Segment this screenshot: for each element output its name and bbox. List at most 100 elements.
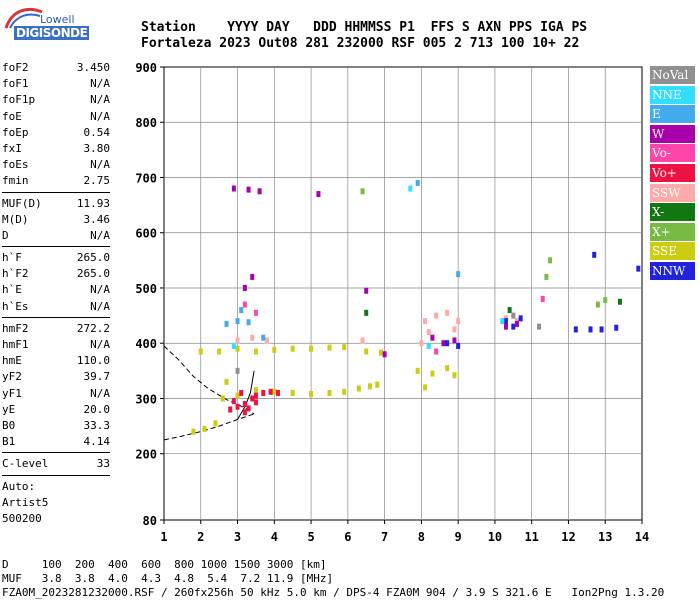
param-row: hmE 110.0 bbox=[2, 353, 110, 369]
echo-point-sse bbox=[217, 348, 222, 355]
param-row: h`E N/A bbox=[2, 282, 110, 298]
param-label: B1 bbox=[2, 435, 16, 449]
digisonde-logo: Lowell DIGISONDE bbox=[4, 4, 90, 40]
param-value: N/A bbox=[90, 93, 110, 107]
param-row: foEp 0.54 bbox=[2, 125, 110, 141]
echo-point-vo+ bbox=[261, 389, 266, 396]
curve-profile-upper bbox=[163, 345, 255, 415]
echo-point-w bbox=[452, 337, 457, 344]
param-value: 4.14 bbox=[83, 435, 111, 449]
param-label: hmE bbox=[2, 354, 22, 368]
echo-point-vo+ bbox=[250, 395, 255, 402]
plot-frame bbox=[163, 66, 643, 521]
x-tick-label: 3 bbox=[234, 530, 241, 544]
param-value: 39.7 bbox=[83, 370, 111, 384]
echo-point-vo+ bbox=[253, 399, 258, 406]
param-value: 110.0 bbox=[76, 354, 110, 368]
echo-point-nne bbox=[408, 185, 413, 192]
param-value: N/A bbox=[90, 228, 110, 242]
param-value: 33.3 bbox=[83, 418, 111, 432]
param-label: fmin bbox=[2, 174, 29, 188]
param-value: N/A bbox=[90, 386, 110, 400]
param-label: foEs bbox=[2, 158, 29, 172]
param-label: foF1 bbox=[2, 77, 29, 91]
x-tick-label: 8 bbox=[418, 530, 425, 544]
echo-point-nne bbox=[426, 342, 431, 349]
echo-point-sse bbox=[364, 348, 369, 355]
param-divider bbox=[2, 474, 110, 476]
echo-point-w bbox=[246, 186, 251, 193]
legend-item: W bbox=[650, 124, 695, 143]
param-value: 265.0 bbox=[76, 267, 110, 281]
echo-point-x+ bbox=[595, 301, 600, 308]
param-label: foE bbox=[2, 109, 22, 123]
param-value: 3.80 bbox=[83, 141, 111, 155]
echo-point-nnw bbox=[599, 326, 604, 333]
x-tick-label: 10 bbox=[488, 530, 502, 544]
param-label: foF1p bbox=[2, 93, 36, 107]
param-row: foE N/A bbox=[2, 109, 110, 125]
param-value: 265.0 bbox=[76, 251, 110, 265]
param-divider bbox=[2, 191, 110, 193]
echo-point-sse bbox=[235, 345, 240, 352]
echo-point-vo+ bbox=[235, 403, 240, 410]
param-row: B1 4.14 bbox=[2, 434, 110, 450]
echo-point-vo+ bbox=[231, 398, 236, 405]
logo-digisonde-text: DIGISONDE bbox=[14, 26, 90, 40]
echo-point-sse bbox=[367, 383, 372, 390]
echo-point-sse bbox=[198, 348, 203, 355]
echo-point-x+ bbox=[548, 257, 553, 264]
echo-point-x+ bbox=[360, 188, 365, 195]
y-tick-label: 600 bbox=[135, 227, 157, 241]
echo-point-e bbox=[261, 334, 266, 341]
echo-point-sse bbox=[445, 365, 450, 372]
footer-info: D 100 200 400 600 800 1000 1500 3000 [km… bbox=[2, 558, 664, 600]
echo-point-ssw bbox=[426, 329, 431, 336]
echo-point-w bbox=[503, 323, 508, 330]
echo-point-e bbox=[456, 271, 461, 278]
x-tick-label: 9 bbox=[455, 530, 462, 544]
y-tick-label: 700 bbox=[135, 171, 157, 185]
echo-point-vo- bbox=[242, 301, 247, 308]
param-divider bbox=[2, 452, 110, 454]
echo-point-nnw bbox=[511, 323, 516, 330]
echo-point-sse bbox=[342, 344, 347, 351]
echo-point-sse bbox=[220, 395, 225, 402]
param-value: 33 bbox=[96, 457, 110, 471]
param-value: 20.0 bbox=[83, 402, 111, 416]
echo-point-ssw bbox=[235, 337, 240, 344]
param-value: N/A bbox=[90, 158, 110, 172]
footer-distance-row: D 100 200 400 600 800 1000 1500 3000 [km… bbox=[2, 558, 327, 571]
y-tick-label: 80 bbox=[143, 514, 157, 528]
echo-point-ssw bbox=[445, 309, 450, 316]
param-row: foF1p N/A bbox=[2, 92, 110, 108]
param-row: fxI 3.80 bbox=[2, 141, 110, 157]
param-value: N/A bbox=[90, 109, 110, 123]
param-label: h`Es bbox=[2, 299, 29, 313]
echo-point-w bbox=[250, 273, 255, 280]
echo-point-w bbox=[441, 340, 446, 347]
param-row: yE 20.0 bbox=[2, 402, 110, 418]
x-tick-label: 7 bbox=[381, 530, 388, 544]
param-label: foF2 bbox=[2, 61, 29, 74]
echo-point-w bbox=[316, 191, 321, 198]
echo-point-noval bbox=[235, 367, 240, 374]
echo-point-ssw bbox=[423, 318, 428, 325]
echo-point-e bbox=[415, 180, 420, 187]
param-row: M(D) 3.46 bbox=[2, 212, 110, 228]
x-tick-label: 4 bbox=[271, 530, 278, 544]
echo-point-ssw bbox=[264, 337, 269, 344]
echo-point-sse bbox=[224, 378, 229, 385]
echo-point-vo+ bbox=[242, 409, 247, 416]
header-line-2: Fortaleza 2023 Out08 281 232000 RSF 005 … bbox=[141, 36, 580, 51]
echo-point-e bbox=[246, 319, 251, 326]
y-tick-label: 300 bbox=[135, 392, 157, 406]
param-value: 2.75 bbox=[83, 174, 111, 188]
echo-point-sse bbox=[290, 345, 295, 352]
param-value: 0.54 bbox=[83, 125, 111, 139]
y-tick-label: 500 bbox=[135, 282, 157, 296]
echo-point-vo+ bbox=[246, 405, 251, 412]
echo-point-sse bbox=[309, 391, 314, 398]
echo-point-vo+ bbox=[239, 389, 244, 396]
echo-point-noval bbox=[511, 312, 516, 319]
